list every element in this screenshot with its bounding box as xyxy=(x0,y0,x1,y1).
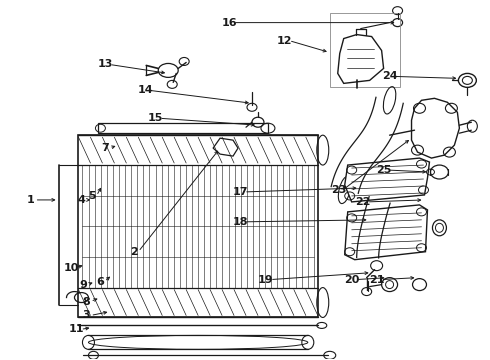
Text: 18: 18 xyxy=(232,217,248,227)
Text: 5: 5 xyxy=(89,191,96,201)
Text: 21: 21 xyxy=(369,275,384,285)
Text: 19: 19 xyxy=(258,275,274,285)
Text: 9: 9 xyxy=(79,280,87,289)
Text: 25: 25 xyxy=(376,165,392,175)
Ellipse shape xyxy=(433,220,446,236)
Ellipse shape xyxy=(382,278,397,292)
Text: 22: 22 xyxy=(355,197,370,207)
Text: 1: 1 xyxy=(27,195,34,205)
Text: 8: 8 xyxy=(83,297,90,306)
Text: 3: 3 xyxy=(83,310,90,320)
Text: 12: 12 xyxy=(277,36,293,46)
Text: 2: 2 xyxy=(130,247,138,257)
Bar xyxy=(78,135,318,318)
Polygon shape xyxy=(345,158,429,202)
Text: 20: 20 xyxy=(344,275,359,285)
Polygon shape xyxy=(412,98,460,158)
Text: 6: 6 xyxy=(97,276,104,287)
Text: 15: 15 xyxy=(147,113,163,123)
Polygon shape xyxy=(213,138,238,156)
Text: 23: 23 xyxy=(331,185,346,195)
Polygon shape xyxy=(338,35,384,84)
Text: 11: 11 xyxy=(69,324,84,334)
Bar xyxy=(330,13,399,87)
Text: 4: 4 xyxy=(77,195,85,205)
Bar xyxy=(98,123,268,133)
Polygon shape xyxy=(345,205,427,260)
Polygon shape xyxy=(331,97,403,193)
Text: 24: 24 xyxy=(382,71,397,81)
Ellipse shape xyxy=(413,279,426,291)
Text: 10: 10 xyxy=(64,263,79,273)
Polygon shape xyxy=(357,197,390,258)
Text: 13: 13 xyxy=(98,59,113,69)
Text: 17: 17 xyxy=(232,187,248,197)
Text: 16: 16 xyxy=(221,18,237,28)
Text: 7: 7 xyxy=(101,143,109,153)
Text: 14: 14 xyxy=(138,85,153,95)
